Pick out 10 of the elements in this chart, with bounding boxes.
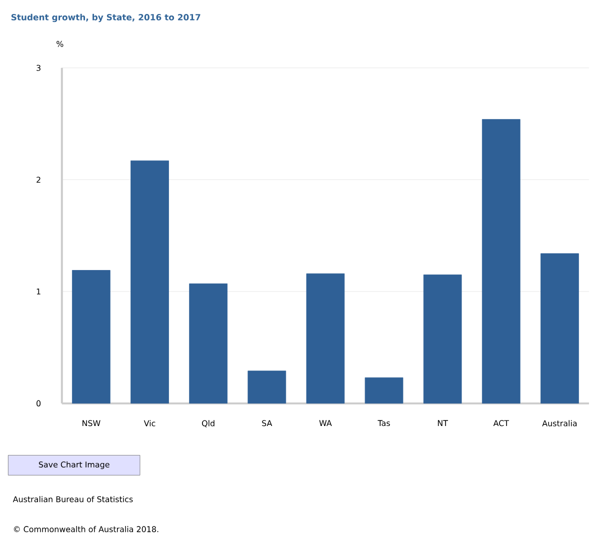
bar — [423, 274, 462, 404]
bar — [248, 370, 286, 404]
bar — [189, 283, 228, 404]
bar — [72, 270, 110, 404]
bar — [306, 273, 345, 404]
bar — [482, 119, 520, 404]
bar — [364, 377, 404, 404]
bar — [540, 253, 579, 404]
bar — [130, 160, 169, 404]
chart-title: Student growth, by State, 2016 to 2017 — [11, 14, 200, 22]
